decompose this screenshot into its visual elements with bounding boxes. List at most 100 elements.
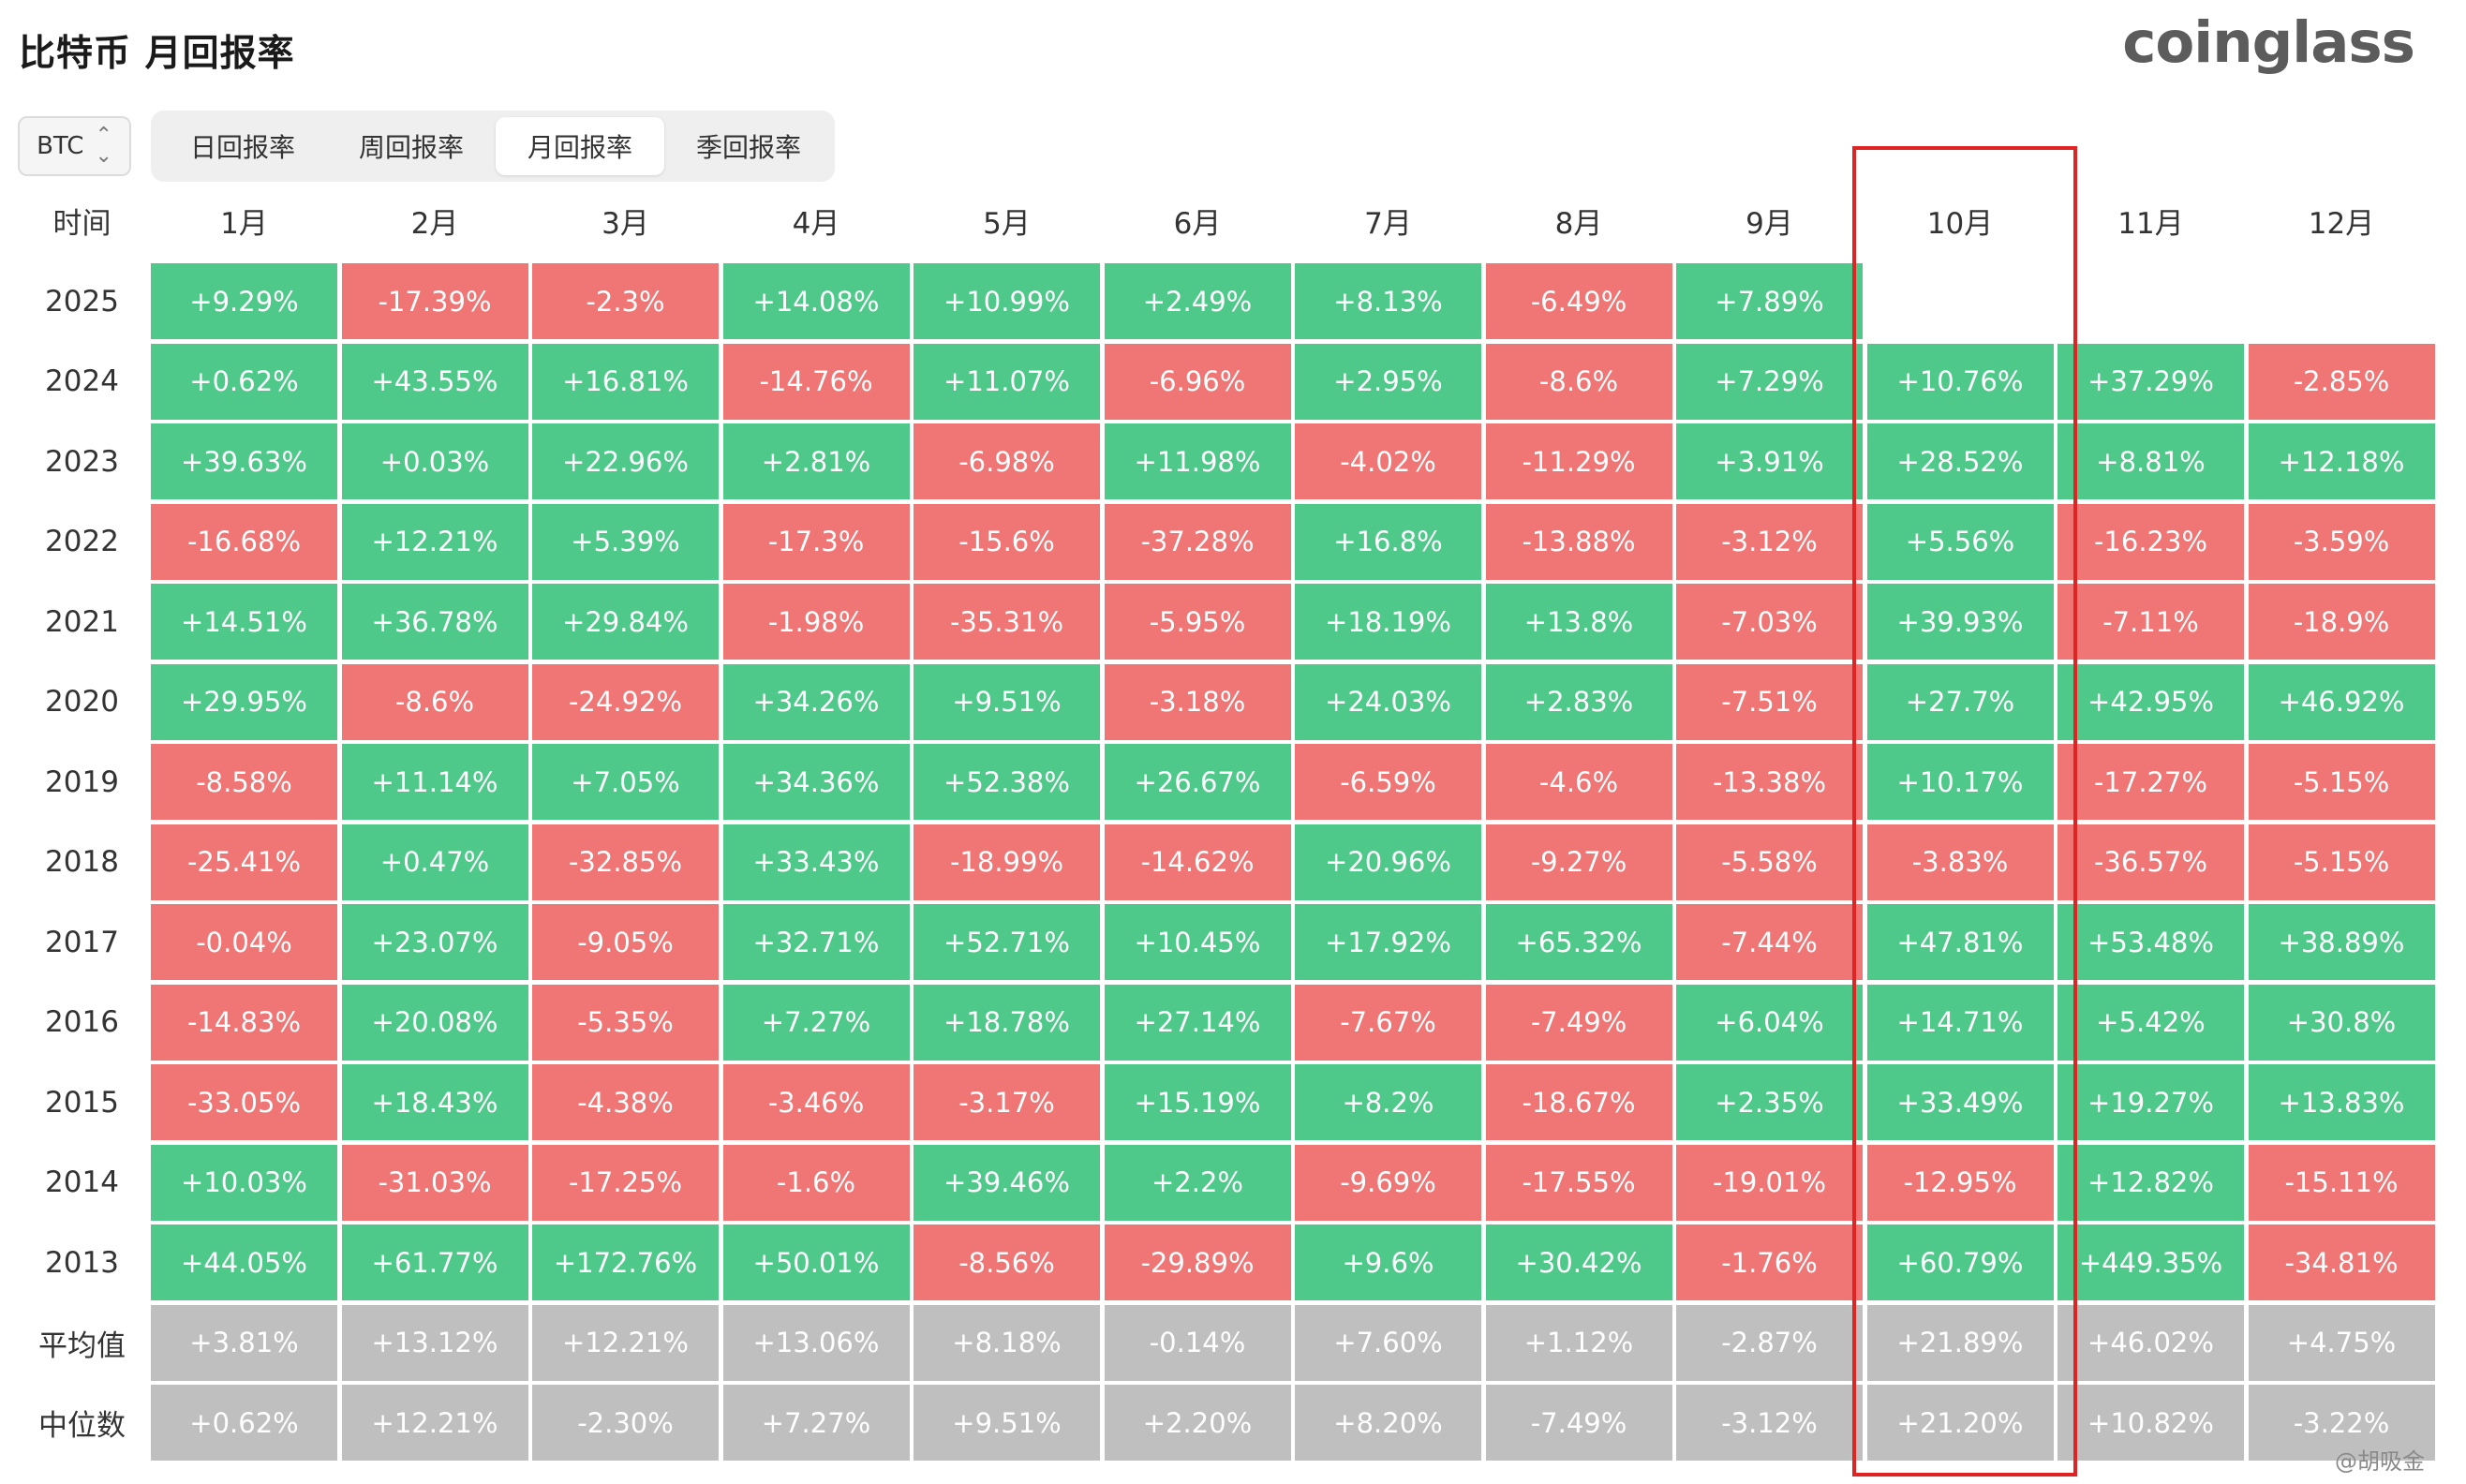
summary-cell: +8.18% — [914, 1304, 1100, 1381]
return-cell: -6.49% — [1485, 263, 1672, 339]
return-cell: +52.71% — [914, 904, 1100, 980]
return-cell: +46.92% — [2248, 663, 2435, 740]
return-cell: +19.27% — [2057, 1064, 2244, 1140]
return-cell: +29.95% — [151, 663, 337, 740]
return-cell: -5.95% — [1104, 584, 1291, 660]
return-cell: -3.59% — [2248, 503, 2435, 580]
watermark-text: @胡吸金 — [2335, 1448, 2425, 1475]
summary-cell: +21.20% — [1866, 1385, 2054, 1461]
summary-cell: +10.82% — [2057, 1385, 2244, 1461]
year-label: 2018 — [45, 845, 119, 879]
summary-cell: -7.49% — [1485, 1385, 1672, 1461]
return-cell: -5.15% — [2248, 744, 2435, 820]
return-cell: -19.01% — [1676, 1144, 1863, 1221]
tab-daily-return[interactable]: 日回报率 — [189, 132, 295, 163]
return-cell: -3.83% — [1866, 824, 2054, 900]
return-cell: -4.02% — [1295, 423, 1481, 499]
return-cell: -4.6% — [1485, 744, 1672, 820]
summary-cell: +8.20% — [1295, 1385, 1481, 1461]
return-cell: +52.38% — [914, 744, 1100, 820]
return-cell: -5.15% — [2248, 824, 2435, 900]
summary-cell: +46.02% — [2057, 1304, 2244, 1381]
month-header: 12月 — [2308, 206, 2375, 241]
return-cell: -18.9% — [2248, 584, 2435, 660]
summary-cell: +0.62% — [151, 1385, 337, 1461]
return-cell: +60.79% — [1866, 1224, 2054, 1300]
year-label: 2014 — [45, 1165, 119, 1199]
return-cell: +43.55% — [341, 343, 528, 420]
return-cell: -15.6% — [914, 503, 1100, 580]
return-cell: -6.59% — [1295, 744, 1481, 820]
tab-weekly-return[interactable]: 周回报率 — [358, 132, 464, 163]
return-cell: +29.84% — [532, 584, 719, 660]
year-label: 2023 — [45, 444, 119, 479]
coinglass-logo: coinglass — [2122, 9, 2415, 76]
return-cell: +36.78% — [341, 584, 528, 660]
summary-cell: -0.14% — [1104, 1304, 1291, 1381]
return-cell: -7.03% — [1676, 584, 1863, 660]
return-cell: -7.67% — [1295, 984, 1481, 1061]
return-cell: -15.11% — [2248, 1144, 2435, 1221]
return-cell: -7.49% — [1485, 984, 1672, 1061]
return-cell: +27.7% — [1866, 663, 2054, 740]
asset-select[interactable]: BTC ⌃ ⌄ — [18, 116, 131, 176]
return-cell: +65.32% — [1485, 904, 1672, 980]
time-column-header: 时间 — [52, 206, 111, 241]
return-cell: +50.01% — [722, 1224, 910, 1300]
return-cell: +38.89% — [2248, 904, 2435, 980]
summary-cell: +13.12% — [341, 1304, 528, 1381]
month-header: 10月 — [1926, 206, 1994, 241]
return-cell: -37.28% — [1104, 503, 1291, 580]
month-header: 9月 — [1746, 206, 1793, 241]
return-cell: +13.8% — [1485, 584, 1672, 660]
return-cell: -8.58% — [151, 744, 337, 820]
return-cell: +33.49% — [1866, 1064, 2054, 1140]
month-header: 11月 — [2117, 206, 2184, 241]
return-cell: +18.78% — [914, 984, 1100, 1061]
month-header: 8月 — [1554, 206, 1603, 241]
return-cell: -34.81% — [2248, 1224, 2435, 1300]
summary-cell: +3.81% — [151, 1304, 337, 1381]
return-cell: -17.39% — [341, 263, 528, 339]
summary-row-label: 平均值 — [38, 1328, 126, 1363]
year-label: 2022 — [45, 525, 119, 558]
return-cell: -13.88% — [1485, 503, 1672, 580]
return-cell: +10.17% — [1866, 744, 2054, 820]
tab-monthly-return[interactable]: 月回报率 — [496, 117, 664, 175]
return-cell: +27.14% — [1104, 984, 1291, 1061]
return-cell: +37.29% — [2057, 343, 2244, 420]
return-cell: -3.12% — [1676, 503, 1863, 580]
return-cell: +39.46% — [914, 1144, 1100, 1221]
return-cell: +30.8% — [2248, 984, 2435, 1061]
return-cell: +5.42% — [2057, 984, 2244, 1061]
return-cell: +18.19% — [1295, 584, 1481, 660]
return-cell: +10.99% — [914, 263, 1100, 339]
return-cell: -17.3% — [722, 503, 910, 580]
return-cell: -17.55% — [1485, 1144, 1672, 1221]
year-label: 2019 — [45, 764, 119, 799]
return-cell: +33.43% — [722, 824, 910, 900]
return-cell: +12.82% — [2057, 1144, 2244, 1221]
return-cell: +12.21% — [341, 503, 528, 580]
return-cell: -7.51% — [1676, 663, 1863, 740]
return-cell: -4.38% — [532, 1064, 719, 1140]
summary-cell: +9.51% — [914, 1385, 1100, 1461]
return-cell: -17.27% — [2057, 744, 2244, 820]
return-cell: +39.63% — [151, 423, 337, 499]
summary-cell: +7.27% — [722, 1385, 910, 1461]
tab-quarterly-return[interactable]: 季回报率 — [695, 132, 801, 163]
return-cell: -5.58% — [1676, 824, 1863, 900]
month-header: 6月 — [1173, 206, 1222, 241]
return-cell: +17.92% — [1295, 904, 1481, 980]
month-header: 5月 — [983, 206, 1031, 241]
return-cell: +20.08% — [341, 984, 528, 1061]
return-cell: +16.81% — [532, 343, 719, 420]
return-cell: -25.41% — [151, 824, 337, 900]
return-cell: -3.18% — [1104, 663, 1291, 740]
return-cell: +2.35% — [1676, 1064, 1863, 1140]
return-cell: -8.6% — [341, 663, 528, 740]
summary-cell: -2.30% — [532, 1385, 719, 1461]
return-cell: +2.2% — [1104, 1144, 1291, 1221]
summary-row-label: 中位数 — [38, 1409, 126, 1443]
return-cell: -7.44% — [1676, 904, 1863, 980]
